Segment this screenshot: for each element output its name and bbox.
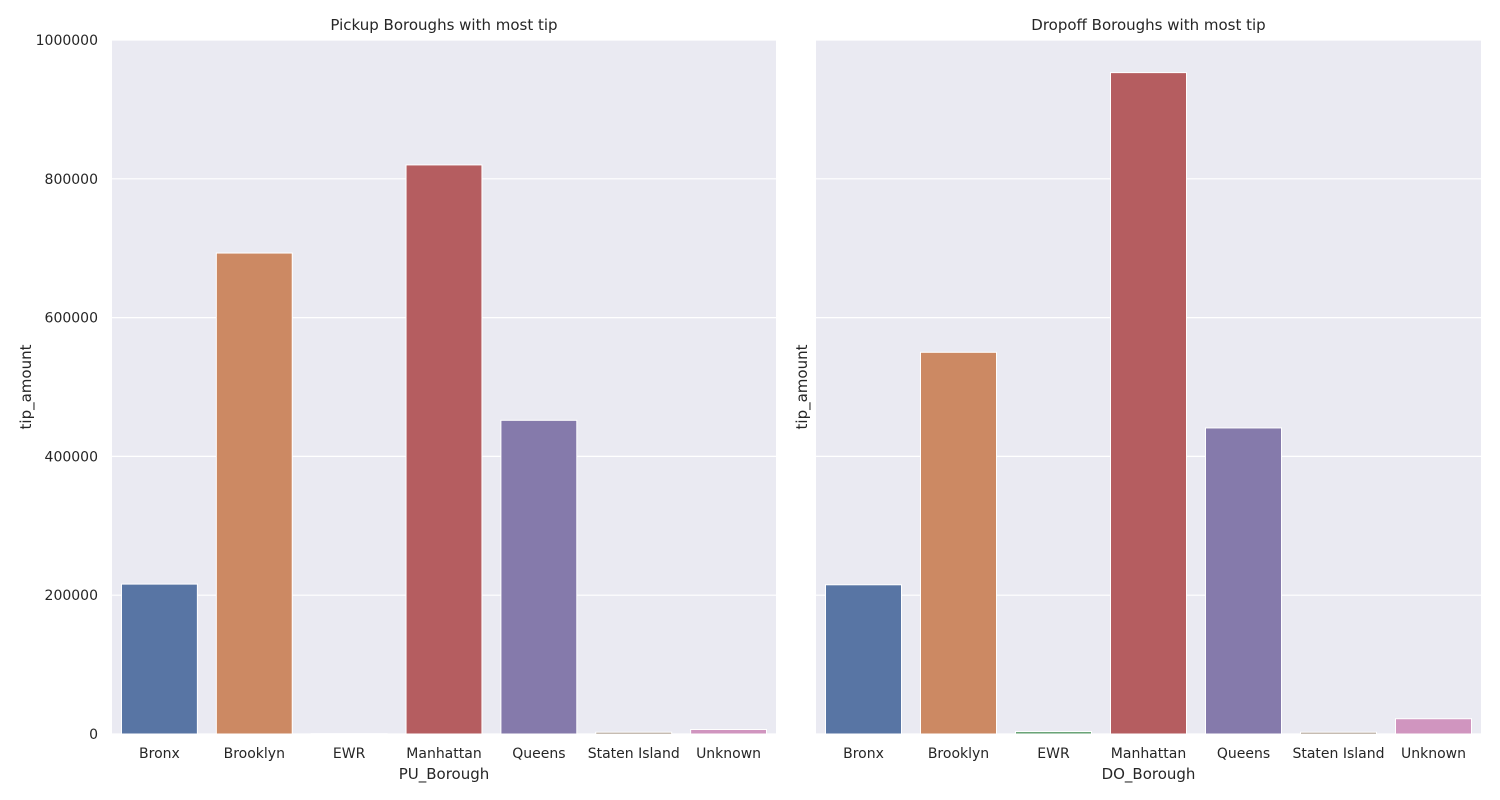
dropoff-bar-unknown xyxy=(1395,718,1472,735)
pickup-bar-unknown xyxy=(690,728,768,735)
pickup-x-tick-label: Bronx xyxy=(139,746,180,762)
dropoff-x-ticks: Bronx Brooklyn EWR Manhattan Queens Staten Is… xyxy=(843,746,1466,762)
pickup-y-ticks: 0 200000 400000 600000 800000 1000000 xyxy=(36,33,98,743)
pickup-y-tick-label: 600000 xyxy=(45,311,98,327)
dropoff-x-tick-label: Manhattan xyxy=(1111,746,1186,762)
pickup-x-tick-label: Unknown xyxy=(696,746,761,762)
pickup-bar-brooklyn xyxy=(215,252,293,735)
dropoff-bar-brooklyn xyxy=(920,351,997,735)
pickup-y-tick-label: 0 xyxy=(89,727,98,743)
dropoff-bars xyxy=(825,72,1472,735)
pickup-chart-title: Pickup Boroughs with most tip xyxy=(330,16,557,34)
pickup-y-tick-label: 800000 xyxy=(45,172,98,188)
pickup-x-axis-label: PU_Borough xyxy=(399,765,490,784)
dropoff-bar-ewr xyxy=(1015,731,1092,735)
dropoff-x-tick-label: Staten Island xyxy=(1292,746,1384,762)
dropoff-x-axis-label: DO_Borough xyxy=(1102,765,1196,784)
pickup-x-tick-label: EWR xyxy=(333,746,366,762)
dropoff-bar-queens xyxy=(1205,427,1282,735)
pickup-y-axis-label: tip_amount xyxy=(17,344,36,429)
dropoff-bar-staten-island xyxy=(1300,731,1377,735)
pickup-bar-queens xyxy=(500,419,578,735)
pickup-y-tick-label: 200000 xyxy=(45,588,98,604)
pickup-x-ticks: Bronx Brooklyn EWR Manhattan Queens Staten Is… xyxy=(139,746,761,762)
dropoff-x-tick-label: Unknown xyxy=(1401,746,1466,762)
pickup-subplot: Bronx Brooklyn EWR Manhattan Queens Staten Is… xyxy=(17,16,776,784)
pickup-bars xyxy=(120,164,768,735)
pickup-x-tick-label: Queens xyxy=(512,746,565,762)
pickup-x-tick-label: Brooklyn xyxy=(224,746,285,762)
pickup-bar-manhattan xyxy=(405,164,483,735)
dropoff-x-tick-label: EWR xyxy=(1037,746,1070,762)
dropoff-x-tick-label: Bronx xyxy=(843,746,884,762)
pickup-y-tick-label: 1000000 xyxy=(36,33,98,49)
dropoff-y-axis-label: tip_amount xyxy=(793,344,812,429)
dropoff-bar-manhattan xyxy=(1110,72,1187,735)
dropoff-bar-bronx xyxy=(825,584,902,735)
pickup-x-tick-label: Staten Island xyxy=(588,746,680,762)
dropoff-x-tick-label: Brooklyn xyxy=(928,746,989,762)
pickup-x-tick-label: Manhattan xyxy=(406,746,481,762)
dropoff-x-tick-label: Queens xyxy=(1217,746,1270,762)
dropoff-chart-title: Dropoff Boroughs with most tip xyxy=(1031,16,1265,34)
pickup-y-tick-label: 400000 xyxy=(45,449,98,465)
pickup-bar-bronx xyxy=(120,583,198,735)
pickup-bar-staten-island xyxy=(595,731,673,735)
dropoff-subplot: Bronx Brooklyn EWR Manhattan Queens Staten Is… xyxy=(793,16,1481,784)
